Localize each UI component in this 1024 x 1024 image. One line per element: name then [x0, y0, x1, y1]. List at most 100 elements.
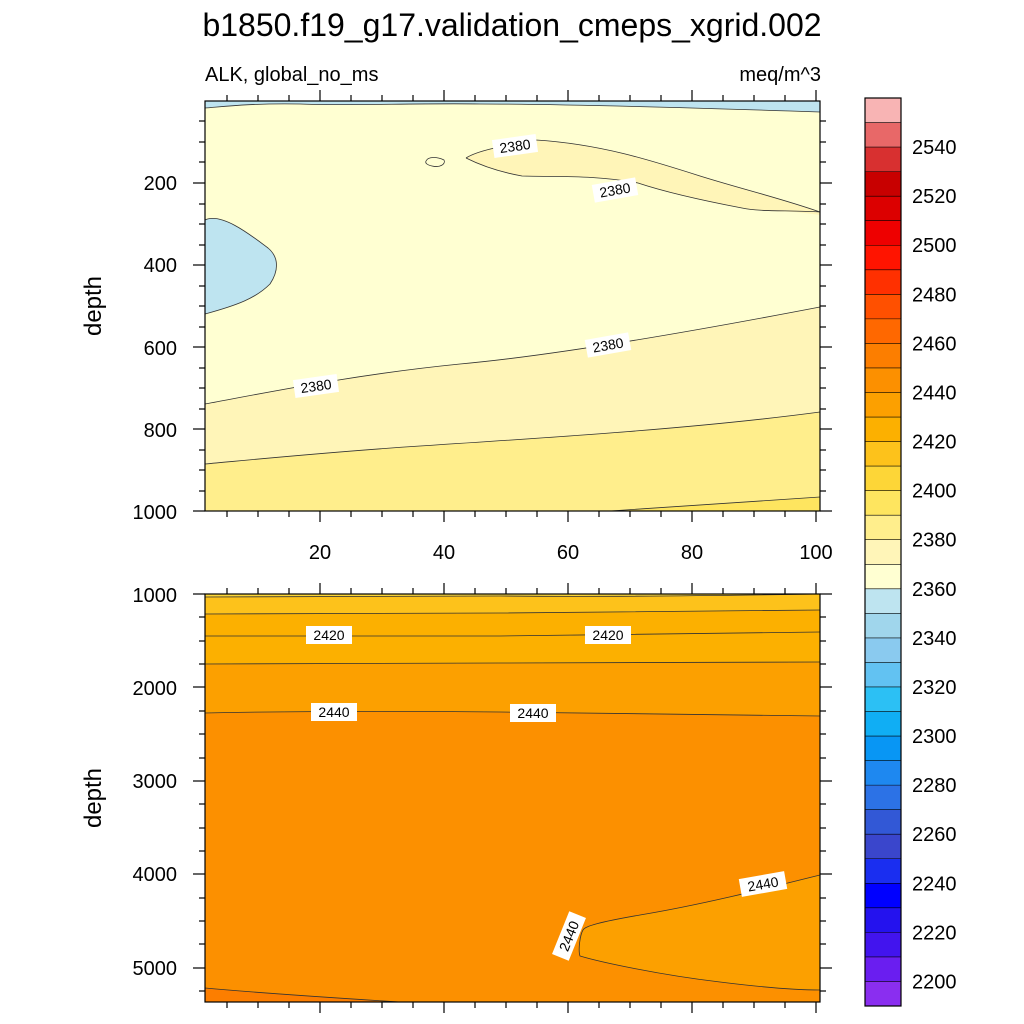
lower-fill-wedge-2440: [579, 875, 820, 990]
upper-xtick-label: 20: [309, 542, 331, 564]
colorbar-swatch: [865, 441, 901, 467]
upper-contour-2380a: [204, 306, 821, 405]
upper-fill-pocket: [205, 218, 277, 314]
colorbar-swatch: [865, 392, 901, 418]
colorbar-label: 2360: [912, 579, 957, 601]
lower-contour-label: 2440: [738, 871, 788, 897]
lower-ytick-label: 2000: [133, 678, 178, 700]
upper-ytick-label: 1000: [133, 502, 178, 524]
colorbar: 2540 2520 2500 2480 2460 2440 2420 2400 2380 2360…: [864, 97, 957, 1007]
colorbar-swatch: [865, 343, 901, 369]
colorbar-swatch: [865, 245, 901, 271]
figure-title: b1850.f19_g17.validation_cmeps_xgrid.002: [202, 7, 821, 43]
svg-text:2380: 2380: [299, 376, 332, 396]
upper-contour-blob: [425, 157, 445, 167]
colorbar-swatch: [865, 98, 901, 123]
upper-xtick-label: 80: [681, 542, 703, 564]
colorbar-label: 2280: [912, 775, 957, 797]
lower-contour-4: [204, 661, 821, 665]
colorbar-swatch: [865, 956, 901, 982]
lower-contour-1: [204, 593, 821, 598]
colorbar-swatch: [865, 515, 901, 541]
lower-fill-band-2420: [205, 662, 820, 716]
lower-plot-frame: [204, 593, 821, 1003]
upper-axis-ticks: [193, 90, 832, 522]
colorbar-swatch: [865, 269, 901, 295]
colorbar-label: 2240: [912, 873, 957, 895]
svg-text:2420: 2420: [313, 627, 344, 643]
upper-ytick-label: 200: [144, 173, 177, 195]
svg-text:2440: 2440: [746, 873, 780, 894]
lower-contour-3: [205, 631, 821, 637]
colorbar-swatch: [865, 294, 901, 320]
upper-contour-label: 2380: [584, 332, 632, 358]
colorbar-swatch: [865, 490, 901, 516]
upper-xtick-label: 40: [433, 542, 455, 564]
colorbar-swatch: [865, 834, 901, 860]
upper-fill-wedge-2370: [466, 140, 820, 215]
colorbar-swatch: [865, 147, 901, 172]
colorbar-label: 2380: [912, 530, 957, 552]
colorbar-label: 2460: [912, 333, 957, 355]
colorbar-swatch: [865, 686, 901, 712]
lower-contour-5: [204, 710, 821, 717]
upper-ytick-label: 800: [144, 420, 177, 442]
colorbar-swatch: [865, 981, 901, 1007]
upper-xtick-label: 100: [799, 542, 832, 564]
colorbar-label: 2500: [912, 235, 957, 257]
upper-contour-wedge: [465, 139, 821, 213]
colorbar-label: 2400: [912, 481, 957, 503]
upper-ytick-label: 600: [144, 338, 177, 360]
colorbar-label: 2540: [912, 137, 957, 159]
colorbar-swatch: [865, 662, 901, 688]
upper-contour-2380b: [204, 411, 821, 465]
colorbar-label: 2220: [912, 922, 957, 944]
colorbar-swatch: [865, 220, 901, 246]
colorbar-swatch: [865, 588, 901, 614]
colorbar-label: 2420: [912, 432, 957, 454]
colorbar-swatch: [865, 809, 901, 835]
upper-contour-label: 2380: [491, 134, 539, 158]
lower-ytick-label: 1000: [133, 585, 178, 607]
svg-text:2440: 2440: [517, 705, 548, 721]
colorbar-label: 2300: [912, 726, 957, 748]
upper-ylabel: depth: [80, 276, 107, 336]
colorbar-swatch: [865, 711, 901, 737]
lower-contour-label: 2440: [510, 704, 556, 722]
lower-ylabel: depth: [80, 768, 107, 828]
upper-contour-label: 2380: [292, 374, 340, 398]
colorbar-swatch: [865, 367, 901, 393]
colorbar-label: 2260: [912, 824, 957, 846]
colorbar-swatch: [865, 613, 901, 639]
colorbar-swatch: [865, 539, 901, 565]
colorbar-label: 2480: [912, 284, 957, 306]
lower-contour-wedge: [578, 874, 821, 991]
colorbar-swatch: [865, 907, 901, 933]
colorbar-swatch: [865, 637, 901, 663]
upper-contour-label: 2380: [591, 177, 639, 203]
svg-text:2420: 2420: [592, 627, 623, 643]
lower-ytick-label: 3000: [133, 771, 178, 793]
colorbar-swatch: [865, 466, 901, 491]
colorbar-swatch: [865, 736, 901, 761]
colorbar-swatch: [865, 932, 901, 958]
upper-panel: ALK, global_no_ms meq/m^3 2380 2380: [80, 64, 833, 564]
colorbar-swatch: [865, 883, 901, 909]
colorbar-label: 2340: [912, 628, 957, 650]
svg-text:2380: 2380: [591, 334, 625, 355]
svg-text:2380: 2380: [498, 136, 531, 156]
lower-fill-band-2410: [205, 610, 820, 664]
upper-xtick-label: 60: [557, 542, 579, 564]
lower-panel: 2420 2420 2440 2440 2440 2440 1000 2000 …: [80, 583, 832, 1013]
svg-text:2440: 2440: [318, 704, 349, 720]
upper-fill-surface: [205, 101, 820, 112]
lower-contour-label: 2420: [585, 626, 631, 644]
colorbar-label: 2200: [912, 971, 957, 993]
lower-axis-ticks: [193, 583, 832, 1013]
colorbar-swatch: [865, 196, 901, 222]
colorbar-frame: [864, 97, 902, 1007]
upper-fill-band-2380: [205, 412, 820, 511]
colorbar-swatch: [865, 785, 901, 810]
colorbar-swatch: [865, 122, 901, 148]
colorbar-swatch: [865, 171, 901, 197]
